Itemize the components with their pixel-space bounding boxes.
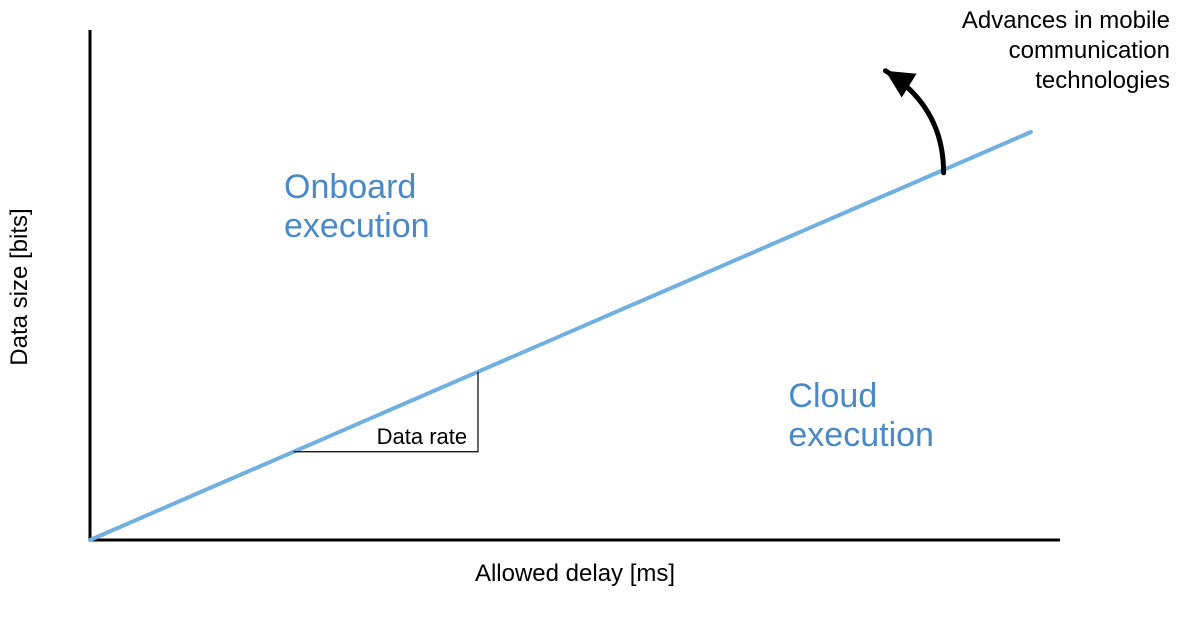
region-label-onboard: Onboard execution [284,168,430,246]
boundary-line [90,132,1031,540]
region-upper-line1: Onboard [284,168,416,206]
y-axis-label-text: Data size [bits] [6,208,33,365]
region-label-cloud: Cloud execution [788,377,934,455]
data-rate-label: Data rate [377,424,468,450]
x-axis-label-text: Allowed delay [ms] [475,560,675,587]
annotation-line2: communication [1009,37,1170,64]
region-lower-line1: Cloud [788,377,877,415]
y-axis-label: Data size [bits] [6,177,34,397]
annotation-line3: technologies [1035,67,1170,94]
advance-annotation: Advances in mobile communication technol… [840,6,1170,96]
data-rate-text: Data rate [377,424,468,449]
x-axis-label: Allowed delay [ms] [425,560,725,588]
annotation-line1: Advances in mobile [962,7,1170,34]
chart-container: Data size [bits] Allowed delay [ms] Onbo… [0,0,1182,628]
region-upper-line2: execution [284,207,430,245]
region-lower-line2: execution [788,416,934,454]
